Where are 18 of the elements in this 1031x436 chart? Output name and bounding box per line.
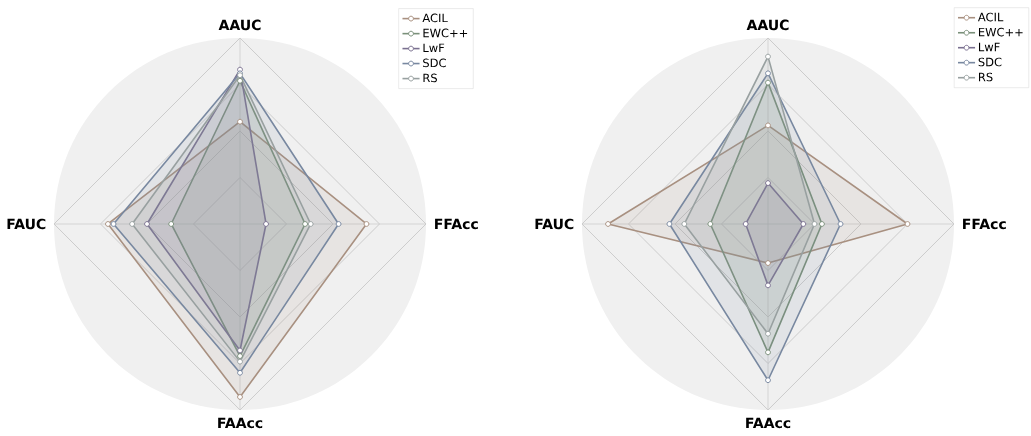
legend-label: SDC xyxy=(978,57,1002,67)
legend-label: EWC++ xyxy=(979,27,1023,37)
legend-label: ACIL xyxy=(422,13,448,23)
spoke-label: FFAcc xyxy=(435,218,478,230)
spoke-label: AAUC xyxy=(746,19,789,31)
legend-label: ACIL xyxy=(977,12,1004,22)
legend-label: RS xyxy=(979,72,993,82)
spoke-label: FAAcc xyxy=(746,417,791,429)
spoke-label: FAAcc xyxy=(218,417,263,429)
legend-label: EWC++ xyxy=(423,28,468,38)
spoke-label: FAUC xyxy=(7,218,46,230)
spoke-label: FAUC xyxy=(535,218,574,230)
spoke-label: AAUC xyxy=(218,19,261,31)
legend-label: LwF xyxy=(423,43,445,53)
spoke-label: FFAcc xyxy=(963,218,1006,230)
legend-label: SDC xyxy=(423,58,446,68)
legend-label: LwF xyxy=(979,42,1000,52)
legend-label: RS xyxy=(423,73,437,83)
